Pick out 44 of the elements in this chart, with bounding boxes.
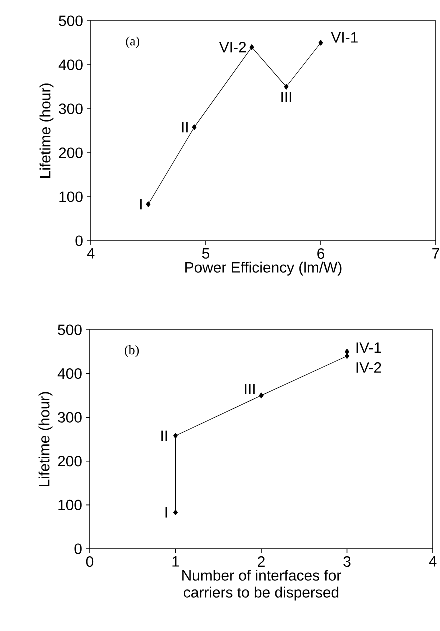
- y-tick-label: 0: [74, 544, 82, 554]
- y-tick-label: 400: [58, 368, 82, 380]
- annotation: III: [282, 92, 292, 102]
- x-tick-label: 4: [429, 556, 437, 567]
- x-tick-label: 5: [202, 248, 210, 259]
- y-axis-title: Lifetime (hour): [38, 392, 53, 486]
- annotation: II: [182, 122, 188, 133]
- annotation: II: [162, 430, 168, 442]
- point: [259, 392, 264, 399]
- x-tick-label: 2: [258, 556, 265, 567]
- y-tick-label: 300: [59, 104, 83, 114]
- annotation: (a): [126, 36, 140, 48]
- y-tick-label: 300: [58, 412, 82, 423]
- y-tick-label: 200: [58, 456, 82, 467]
- annotation: I: [166, 508, 168, 518]
- annotation: I: [140, 199, 142, 210]
- annotation: (b): [125, 346, 140, 358]
- y-tick-label: 0: [76, 236, 83, 246]
- point: [174, 433, 178, 439]
- point: [146, 202, 151, 208]
- x-tick-label: 1: [172, 556, 180, 567]
- point: [192, 124, 197, 130]
- y-tick-label: 100: [58, 500, 82, 510]
- y-tick-label: 200: [59, 148, 83, 158]
- point: [250, 44, 254, 50]
- y-axis-title: Lifetime (hour): [40, 84, 54, 178]
- x-tick-label: 7: [432, 248, 440, 259]
- annotation: VI-1: [331, 32, 358, 43]
- point: [284, 84, 289, 90]
- annotation: III: [245, 384, 255, 394]
- annotation: VI-2: [219, 42, 246, 53]
- x-tick-label: 4: [87, 248, 95, 259]
- x-tick-label: 0: [86, 556, 94, 568]
- y-tick-label: 400: [58, 60, 83, 70]
- y-tick-label: 500: [58, 324, 82, 336]
- y-tick-label: 100: [60, 192, 83, 202]
- annotation: IV-2: [356, 362, 382, 373]
- x-axis-title: Number of interfaces for carriers to be dispersed: [182, 570, 342, 601]
- point: [318, 40, 324, 46]
- x-tick-label: 3: [344, 556, 351, 568]
- annotation: IV-1: [356, 342, 382, 354]
- x-tick-label: 6: [318, 248, 325, 260]
- x-axis-title: Power Efficiency (lm/W): [186, 262, 342, 276]
- y-tick-label: 500: [59, 16, 83, 26]
